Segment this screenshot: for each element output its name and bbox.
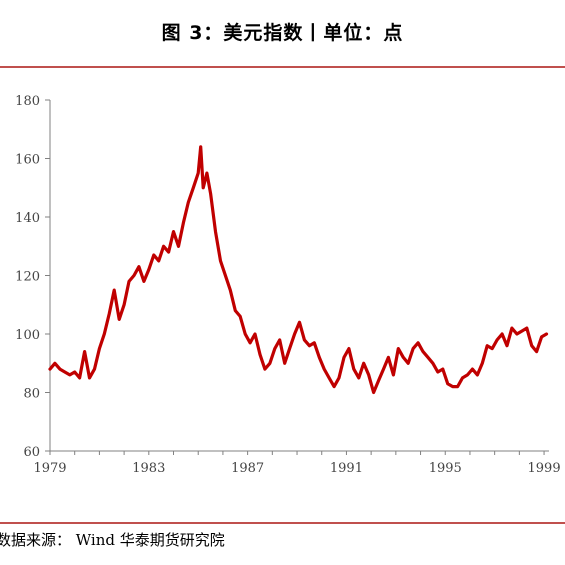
x-tick-label: 1987 [231, 461, 264, 476]
chart-axes [45, 99, 549, 455]
line-chart: 60 80 100 120 140 160 180 1979 1983 1987 1991 1995… [15, 94, 560, 476]
footer-divider [0, 522, 565, 524]
x-tick-label: 1999 [528, 461, 561, 476]
y-tick-label: 180 [15, 94, 40, 109]
y-tick-label: 140 [15, 211, 40, 226]
y-tick-label: 60 [23, 445, 40, 460]
series-line [48, 145, 549, 395]
y-axis-labels: 60 80 100 120 140 160 180 [15, 94, 40, 460]
x-axis-labels: 1979 1983 1987 1991 1995 1999 [33, 461, 560, 476]
y-tick-label: 160 [15, 153, 40, 168]
y-tick-label: 120 [15, 270, 40, 285]
page-title: 图 3：美元指数丨单位：点 [161, 22, 404, 44]
x-tick-label: 1991 [330, 461, 363, 476]
x-tick-label: 1979 [33, 461, 66, 476]
source-note: 数据来源： Wind 华泰期货研究院 [0, 531, 225, 549]
chart-series [48, 145, 549, 395]
y-tick-label: 80 [23, 387, 40, 402]
title-divider [0, 66, 565, 68]
y-tick-label: 100 [15, 328, 40, 343]
x-tick-label: 1995 [429, 461, 462, 476]
x-tick-label: 1983 [132, 461, 165, 476]
